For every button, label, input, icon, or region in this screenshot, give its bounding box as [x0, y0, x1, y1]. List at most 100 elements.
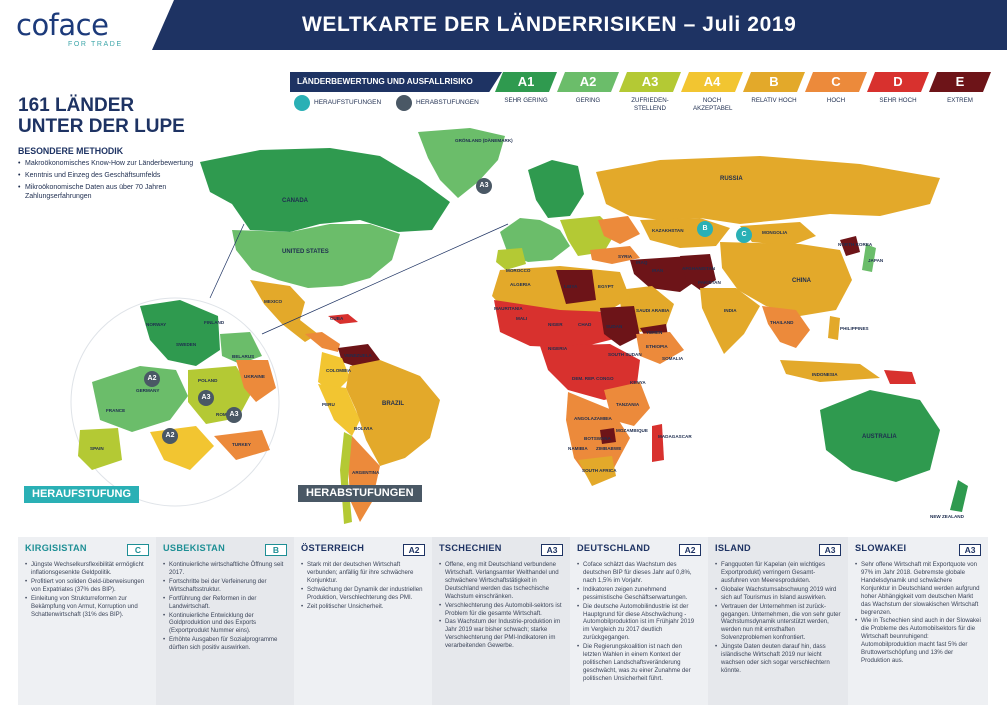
label-morocco: MOROCCO	[506, 268, 531, 273]
central-africa-shape[interactable]	[540, 344, 640, 400]
legend-chip-a1: A1	[495, 72, 557, 92]
label-zambia: ZAMBIA	[594, 416, 613, 421]
zimbabwe-shape[interactable]	[600, 428, 616, 444]
label-philippines: PHILIPPINES	[840, 326, 869, 331]
japan-shape[interactable]	[862, 244, 876, 272]
panel-country-name: USBEKISTAN	[163, 543, 226, 553]
panel-item: Fortschritte bei der Verfeinerung der Wi…	[163, 578, 287, 594]
peru-shape[interactable]	[318, 384, 360, 436]
label-mexico: MEXICO	[264, 299, 283, 304]
label-sweden: SWEDEN	[176, 342, 197, 347]
libya-shape[interactable]	[556, 270, 596, 304]
kazakhstan-shape[interactable]	[640, 218, 730, 248]
madagascar-shape[interactable]	[652, 424, 664, 462]
panel-list: Kontinuierliche wirtschaftliche Öffnung …	[163, 561, 287, 652]
label-poland: POLAND	[198, 378, 218, 383]
scandinavia-shape[interactable]	[528, 160, 584, 218]
iceland-downgrade-marker[interactable]: A3	[476, 178, 492, 194]
panel-list: Sehr offene Wirtschaft mit Exportquote v…	[855, 561, 981, 665]
coface-logo[interactable]: coface FOR TRADE	[16, 8, 146, 48]
mongolia-shape[interactable]	[740, 222, 816, 246]
panel-island[interactable]: ISLAND A3 Fangquoten für Kapelan (ein wi…	[708, 537, 848, 705]
brazil-shape[interactable]	[346, 360, 440, 466]
colombia-shape[interactable]	[318, 352, 350, 394]
turkey-shape[interactable]	[590, 246, 640, 264]
label-iraq: IRAQ	[636, 260, 648, 265]
canada-shape[interactable]	[200, 148, 450, 232]
panel-item: Das Wachstum der Industrie-produktion im…	[439, 618, 563, 650]
inset-iberia[interactable]	[78, 428, 122, 470]
label-canada: CANADA	[282, 198, 309, 204]
inset-scandinavia[interactable]	[140, 300, 220, 366]
panel-kirgisistan[interactable]: KIRGISISTAN C Jüngste Wechselkursflexibi…	[18, 537, 156, 705]
central-america-shape[interactable]	[305, 332, 340, 352]
label-libya: LIBYA	[564, 284, 578, 289]
panel-item: Coface schätzt das Wachstum des deutsche…	[577, 561, 701, 585]
slovakia-downgrade-marker[interactable]: A3	[226, 407, 242, 423]
spain-shape[interactable]	[496, 248, 526, 270]
panel-slowakei[interactable]: SLOWAKEI A3 Sehr offene Wirtschaft mit E…	[848, 537, 988, 705]
austria-downgrade-marker[interactable]: A2	[162, 428, 178, 444]
legend-chip-a3: A3	[619, 72, 681, 92]
inset-baltics[interactable]	[220, 332, 262, 364]
east-africa-shape[interactable]	[604, 382, 650, 426]
sahel-shape[interactable]	[494, 300, 618, 348]
philippines-shape[interactable]	[828, 316, 840, 340]
north-korea-shape[interactable]	[840, 236, 860, 256]
panel-tschechien[interactable]: TSCHECHIEN A3 Offene, eng mit Deutschlan…	[432, 537, 570, 705]
southern-africa-shape[interactable]	[566, 392, 630, 480]
label-brazil: BRAZIL	[382, 401, 404, 407]
north-africa-shape[interactable]	[492, 266, 630, 316]
panel-deutschland[interactable]: DEUTSCHLAND A2 Coface schätzt das Wachst…	[570, 537, 708, 705]
panel-item: Die Regierungskoalition ist nach den let…	[577, 643, 701, 683]
label-ukraine: UKRAINE	[244, 374, 265, 379]
inset-ukraine[interactable]	[236, 360, 276, 402]
horn-africa-shape[interactable]	[636, 332, 684, 364]
label-algeria: ALGERIA	[510, 282, 531, 287]
label-cuba: CUBA	[330, 316, 344, 321]
label-afghanistan: AFGHANISTAN	[682, 266, 716, 271]
panel-country-name: DEUTSCHLAND	[577, 543, 651, 553]
southeast-asia-shape[interactable]	[762, 306, 810, 348]
afghanistan-shape[interactable]	[680, 254, 716, 290]
caribbean-shape[interactable]	[328, 314, 358, 324]
panel-list: Jüngste Wechselkursflexibilität ermöglic…	[25, 561, 149, 618]
australia-shape[interactable]	[820, 390, 940, 482]
kirgisistan-upgrade-marker[interactable]: C	[736, 227, 752, 243]
method-list: Makroökonomisches Know-How zur Länderbew…	[18, 159, 203, 204]
ukraine-shape[interactable]	[598, 216, 640, 244]
headline: 161 LÄNDER UNTER DER LUPE	[18, 95, 185, 137]
panel-usbekistan[interactable]: USBEKISTAN B Kontinuierliche wirtschaftl…	[156, 537, 294, 705]
world-risk-map[interactable]: GRÖNLAND (DÄNEMARK) CANADA UNITED STATES…	[0, 120, 1007, 530]
czechia-downgrade-marker[interactable]: A3	[198, 390, 214, 406]
south-africa-shape[interactable]	[578, 456, 616, 486]
usbekistan-upgrade-marker[interactable]: B	[697, 221, 713, 237]
new-zealand-shape[interactable]	[950, 480, 968, 512]
venezuela-shape[interactable]	[338, 344, 380, 368]
russia-shape[interactable]	[596, 156, 940, 224]
panel-rating-badge: A3	[541, 544, 563, 556]
label-finland: FINLAND	[204, 320, 225, 325]
papua-shape[interactable]	[884, 370, 916, 384]
label-botswana: BOTSWANA	[584, 436, 611, 441]
label-niger: NIGER	[548, 322, 563, 327]
usa-shape[interactable]	[232, 224, 400, 288]
label-kenya: KENYA	[630, 380, 646, 385]
india-shape[interactable]	[700, 288, 760, 354]
greenland-shape[interactable]	[418, 128, 505, 198]
inset-western-europe[interactable]	[92, 366, 188, 432]
inset-turkey[interactable]	[214, 430, 270, 460]
mexico-shape[interactable]	[250, 280, 318, 342]
panel-item: Kontinuierliche wirtschaftliche Öffnung …	[163, 561, 287, 577]
germany-downgrade-marker[interactable]: A2	[144, 371, 160, 387]
panel-item: Stark mit der deutschen Wirtschaft verbu…	[301, 561, 425, 585]
label-dr-congo: DEM. REP. CONGO	[572, 376, 614, 381]
legend-desc-a4: NOCH AKZEPTABEL	[693, 97, 733, 113]
legend-desc-c: HOCH	[826, 97, 846, 104]
panel-oesterreich[interactable]: ÖSTERREICH A2 Stark mit der deutschen Wi…	[294, 537, 432, 705]
panel-list: Fangquoten für Kapelan (ein wichtiges Ex…	[715, 561, 841, 675]
indonesia-shape[interactable]	[780, 360, 880, 382]
china-shape[interactable]	[720, 242, 852, 316]
panel-item: Sehr offene Wirtschaft mit Exportquote v…	[855, 561, 981, 616]
sudan-shape[interactable]	[600, 306, 640, 346]
